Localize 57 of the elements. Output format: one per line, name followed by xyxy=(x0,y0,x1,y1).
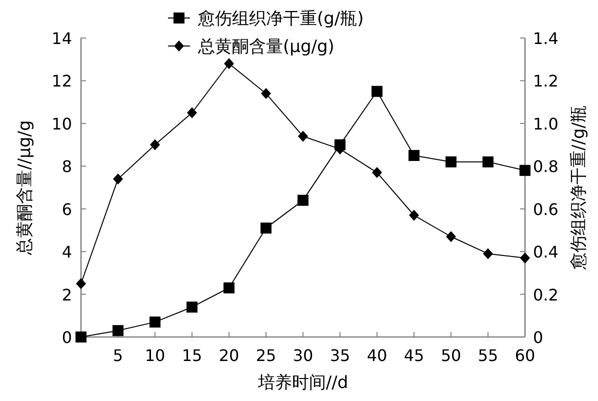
point xyxy=(76,278,86,290)
x-tick-label: 25 xyxy=(256,346,276,365)
y2-tick-label: 1.0 xyxy=(533,114,558,134)
point xyxy=(483,248,493,260)
x-tick-label: 30 xyxy=(292,346,314,365)
point xyxy=(187,107,197,118)
point xyxy=(409,210,419,221)
point xyxy=(112,325,124,336)
point xyxy=(520,252,530,264)
y-tick-label: 8 xyxy=(62,157,72,176)
y-tick-label: 0 xyxy=(62,328,72,347)
x-tick-label: 60 xyxy=(514,346,536,365)
y-tick-label: 12 xyxy=(52,72,72,91)
point xyxy=(150,139,160,150)
x-tick-label: 5 xyxy=(112,346,124,365)
point xyxy=(224,58,234,70)
point xyxy=(260,222,272,234)
point xyxy=(482,156,494,168)
point xyxy=(446,231,456,242)
y2-tick-label: 0 xyxy=(533,328,544,347)
x-axis-title: 培养时间//d xyxy=(256,373,348,393)
y-axis-title: 总黄酮含量//μg/g xyxy=(15,120,35,256)
x-tick-label: 10 xyxy=(144,346,166,365)
point xyxy=(261,88,271,100)
y-tick-label: 2 xyxy=(62,285,72,304)
y2-tick-label: 0.6 xyxy=(533,200,558,219)
y2-axis-title: 愈伤组织净干重//g/瓶 xyxy=(569,106,589,270)
y-tick-label: 4 xyxy=(62,242,72,262)
point xyxy=(298,130,308,142)
point xyxy=(520,164,530,176)
x-tick-label: 45 xyxy=(404,346,424,365)
y-tick-label: 6 xyxy=(62,200,72,219)
x-tick-label: 50 xyxy=(440,346,462,365)
legend-label: 总黄酮含量(μg/g) xyxy=(197,37,334,57)
legend-label: 愈伤组织净干重(g/瓶) xyxy=(197,9,364,29)
point xyxy=(76,332,86,342)
point xyxy=(298,194,308,206)
x-tick-label: 15 xyxy=(182,346,202,365)
y2-tick-label: 0.8 xyxy=(533,157,558,176)
point xyxy=(446,156,456,168)
point xyxy=(372,167,382,178)
point xyxy=(150,316,160,328)
y2-tick-label: 1.4 xyxy=(533,29,558,48)
point xyxy=(113,173,123,184)
point xyxy=(224,282,234,294)
x-tick-label: 35 xyxy=(330,346,350,365)
y2-tick-label: 0.2 xyxy=(533,285,558,304)
point xyxy=(408,150,420,161)
x-tick-label: 40 xyxy=(366,346,388,365)
point xyxy=(186,302,198,313)
x-tick-label: 20 xyxy=(218,346,240,365)
x-tick-label: 55 xyxy=(478,346,498,365)
point xyxy=(372,86,382,97)
y-tick-label: 14 xyxy=(52,29,72,48)
y2-tick-label: 0.4 xyxy=(533,242,558,262)
y2-tick-label: 1.2 xyxy=(533,72,558,91)
y-tick-label: 10 xyxy=(52,114,72,134)
